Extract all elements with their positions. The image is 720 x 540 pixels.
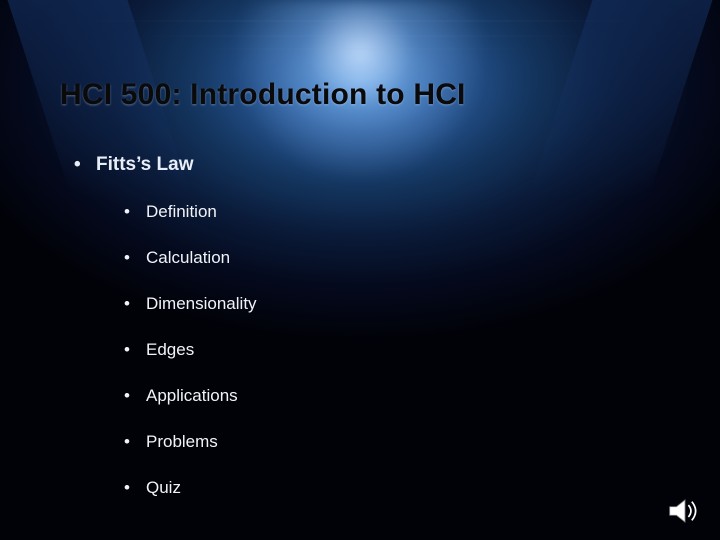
outline-subitem-label: Calculation <box>146 248 230 267</box>
outline-level2: Definition Calculation Dimensionality Ed… <box>96 202 660 498</box>
outline-subitem: Problems <box>124 432 660 452</box>
outline-label: Fitts’s Law <box>96 154 193 175</box>
outline-subitem: Dimensionality <box>124 294 660 314</box>
outline-subitem: Calculation <box>124 248 660 268</box>
audio-speaker-icon[interactable] <box>668 496 702 526</box>
outline-subitem-label: Applications <box>146 386 238 405</box>
outline-subitem: Edges <box>124 340 660 360</box>
slide-title: HCI 500: Introduction to HCI <box>60 78 660 112</box>
outline-subitem: Definition <box>124 202 660 222</box>
outline-subitem-label: Problems <box>146 432 218 451</box>
slide-content: HCI 500: Introduction to HCI Fitts’s Law… <box>0 0 720 540</box>
outline-subitem-label: Definition <box>146 202 217 221</box>
outline-subitem-label: Dimensionality <box>146 294 257 313</box>
outline-item-fitts-law: Fitts’s Law Definition Calculation Dimen… <box>74 154 660 498</box>
slide: HCI 500: Introduction to HCI Fitts’s Law… <box>0 0 720 540</box>
outline-subitem: Quiz <box>124 478 660 498</box>
outline-level1: Fitts’s Law Definition Calculation Dimen… <box>60 154 660 498</box>
outline-subitem: Applications <box>124 386 660 406</box>
outline-subitem-label: Edges <box>146 340 194 359</box>
outline-subitem-label: Quiz <box>146 478 181 497</box>
